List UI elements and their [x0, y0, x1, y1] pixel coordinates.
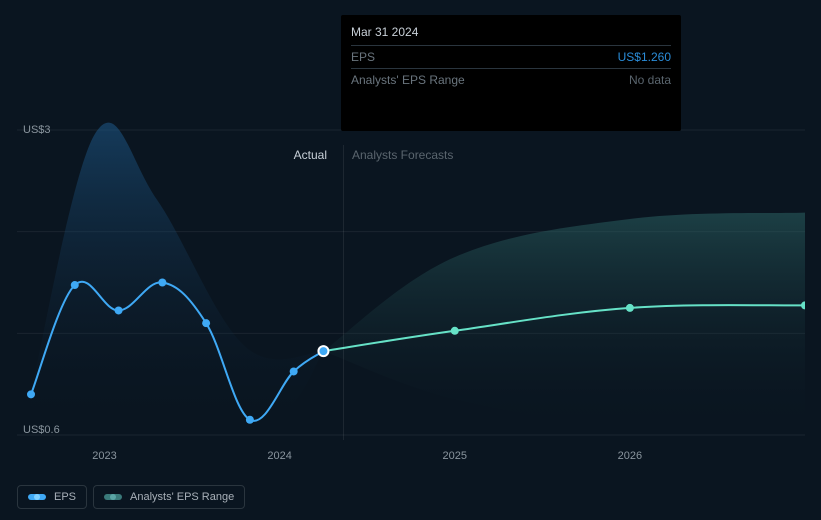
tooltip-eps-label: EPS [351, 50, 375, 64]
actual-forecast-divider [343, 145, 344, 440]
legend: EPS Analysts' EPS Range [17, 485, 245, 509]
legend-swatch-eps [28, 494, 46, 500]
section-label-forecast: Analysts Forecasts [352, 148, 453, 162]
legend-item-eps[interactable]: EPS [17, 485, 87, 509]
tooltip-row-range: Analysts' EPS Range No data [351, 68, 671, 91]
x-axis-label: 2025 [443, 450, 467, 462]
x-axis-label: 2026 [618, 450, 642, 462]
tooltip-eps-value: US$1.260 [618, 50, 671, 64]
x-axis-label: 2023 [92, 450, 116, 462]
section-label-actual: Actual [294, 148, 327, 162]
tooltip-title: Mar 31 2024 [351, 25, 671, 45]
x-axis-label: 2024 [267, 450, 291, 462]
legend-label-range: Analysts' EPS Range [130, 491, 234, 503]
y-axis-top-label: US$3 [23, 124, 51, 136]
chart-tooltip: Mar 31 2024 EPS US$1.260 Analysts' EPS R… [341, 15, 681, 131]
eps-chart: US$3 US$0.6 Actual Analysts Forecasts Ma… [0, 0, 821, 520]
legend-item-range[interactable]: Analysts' EPS Range [93, 485, 245, 509]
tooltip-range-value: No data [629, 73, 671, 87]
tooltip-row-eps: EPS US$1.260 [351, 45, 671, 68]
legend-swatch-range [104, 494, 122, 500]
tooltip-range-label: Analysts' EPS Range [351, 73, 465, 87]
y-axis-bottom-label: US$0.6 [23, 424, 60, 436]
legend-label-eps: EPS [54, 491, 76, 503]
